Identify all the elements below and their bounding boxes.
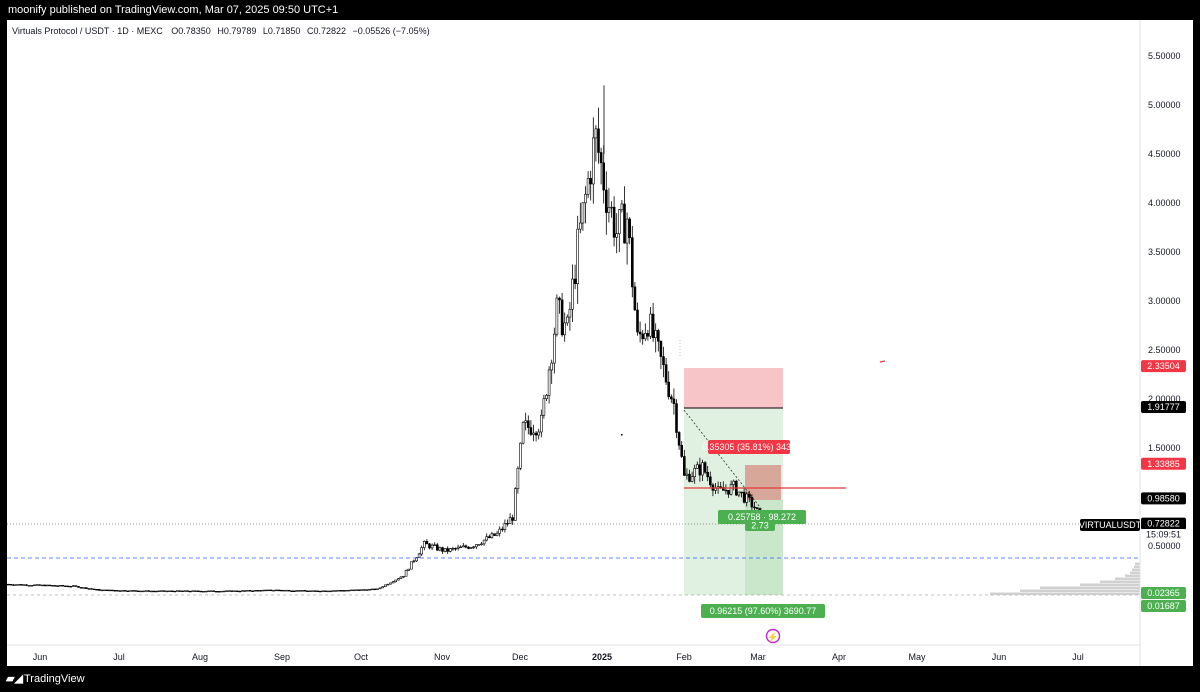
chart-area[interactable] bbox=[7, 20, 1193, 666]
legend-change: −0.05526 (−7.05%) bbox=[353, 26, 430, 36]
legend-close: 0.72822 bbox=[313, 26, 346, 36]
publish-header: moonify published on TradingView.com, Ma… bbox=[0, 0, 1200, 20]
tradingview-logo-icon: ▰◢ bbox=[6, 674, 23, 685]
legend-high: 0.79789 bbox=[224, 26, 257, 36]
publish-line: moonify published on TradingView.com, Ma… bbox=[8, 4, 338, 16]
footer-brand: TradingView bbox=[24, 666, 85, 692]
tradingview-footer: ▰◢ TradingView bbox=[0, 666, 1200, 692]
legend-open: 0.78350 bbox=[178, 26, 211, 36]
symbol-legend: Virtuals Protocol / USDT · 1D · MEXC O0.… bbox=[12, 26, 430, 36]
legend-symbol: Virtuals Protocol / USDT · 1D · MEXC bbox=[12, 26, 163, 36]
legend-low: 0.71850 bbox=[268, 26, 301, 36]
